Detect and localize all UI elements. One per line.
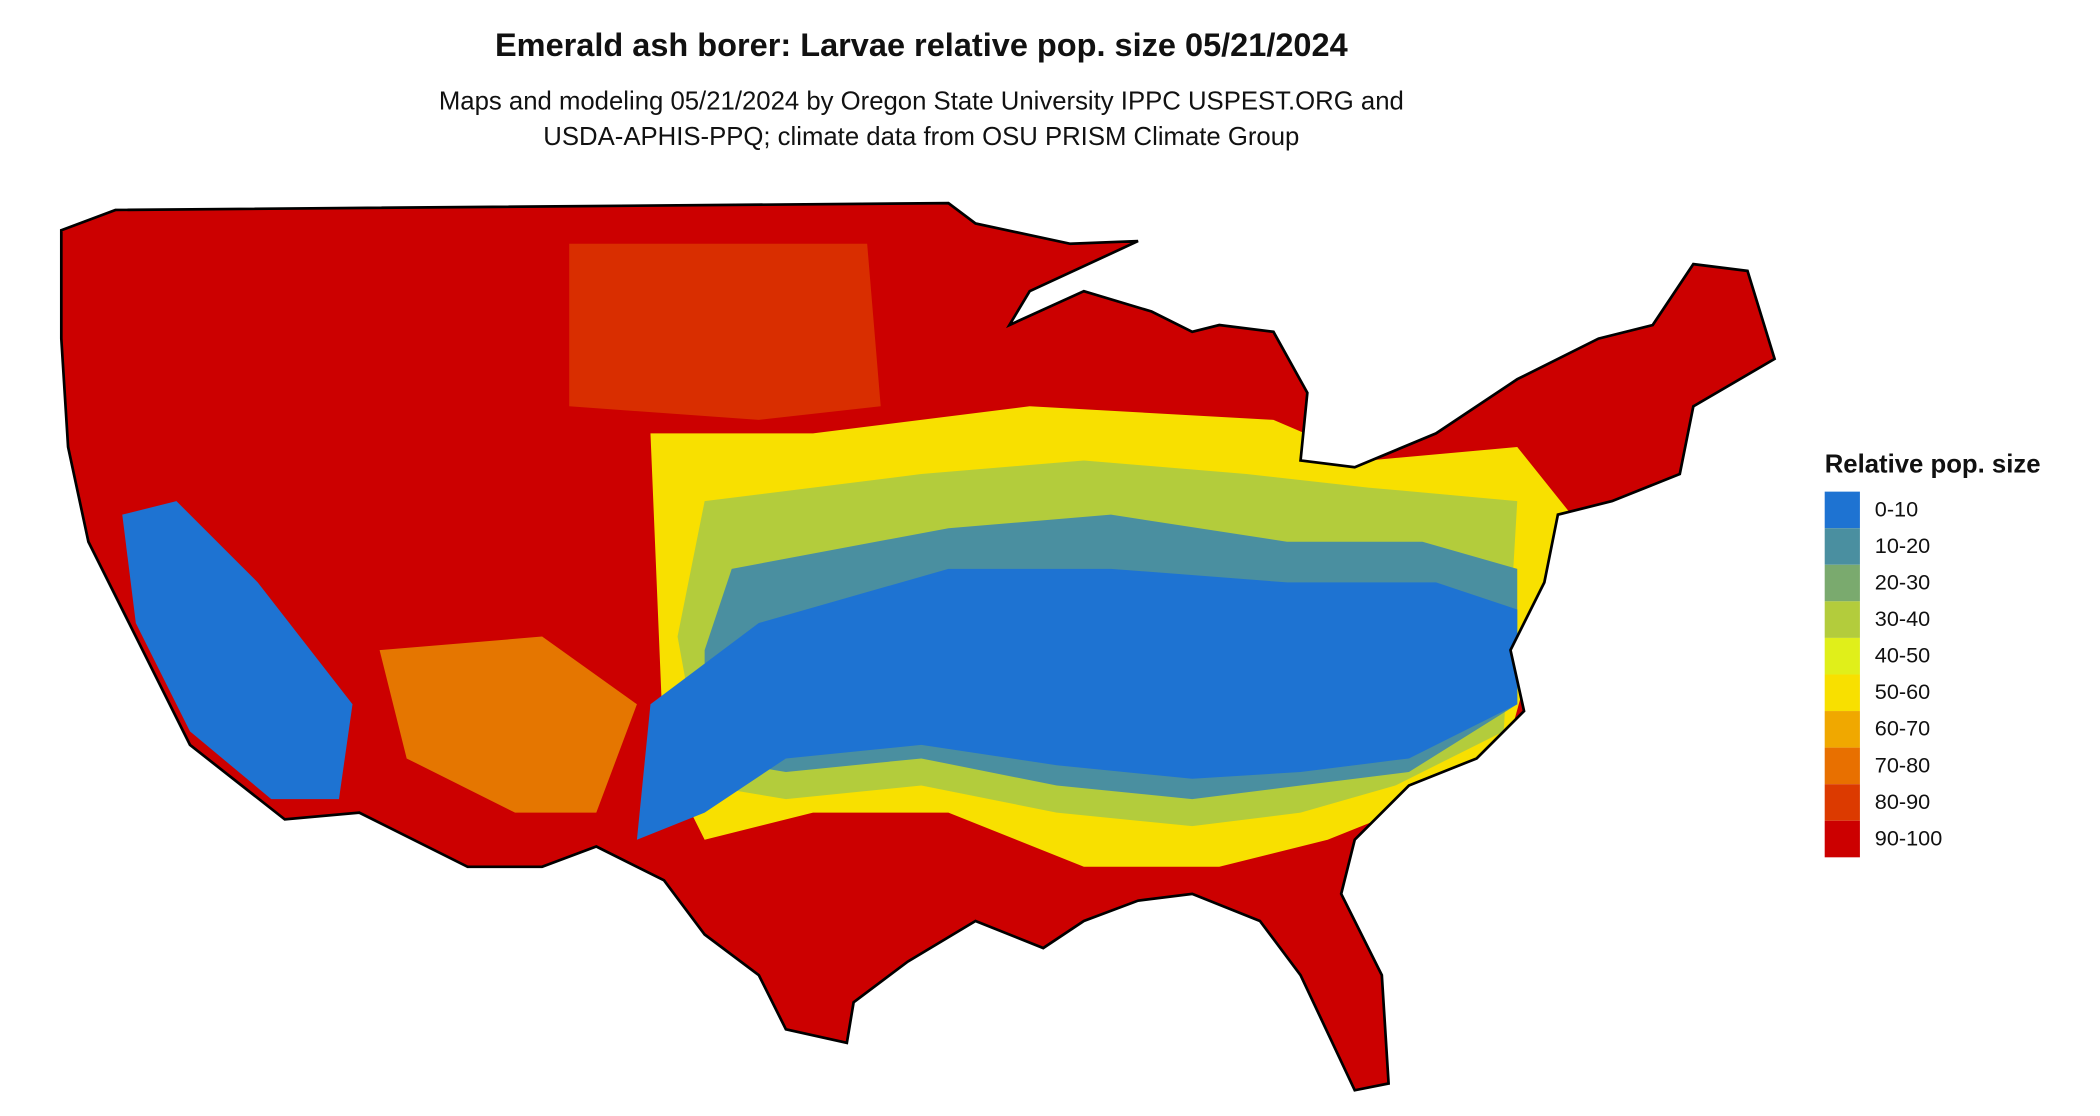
legend-swatch — [1824, 637, 1860, 675]
legend-label: 90-100 — [1875, 825, 1942, 850]
legend-label: 20-30 — [1875, 569, 1930, 594]
legend-swatch — [1824, 747, 1860, 785]
legend-swatch — [1824, 491, 1860, 529]
legend-label: 10-20 — [1875, 533, 1930, 558]
subtitle: USDA-APHIS-PPQ; climate data from OSU PR… — [543, 123, 1299, 151]
legend-swatch — [1824, 528, 1860, 565]
legend-swatch — [1824, 564, 1860, 602]
legend-title: Relative pop. size — [1825, 451, 2041, 479]
legend-swatch — [1824, 820, 1860, 858]
legend-label: 30-40 — [1875, 606, 1930, 631]
region-fill — [636, 568, 1518, 840]
legend-label: 0-10 — [1875, 496, 1918, 521]
region-fill — [379, 636, 637, 813]
legend-swatch — [1824, 784, 1860, 821]
region-fill — [569, 243, 881, 420]
legend-label: 70-80 — [1875, 752, 1930, 777]
legend-label: 50-60 — [1875, 679, 1930, 704]
legend-label: 80-90 — [1875, 789, 1930, 814]
title: Emerald ash borer: Larvae relative pop. … — [495, 27, 1348, 63]
legend-swatch — [1824, 674, 1860, 712]
legend-swatch — [1824, 711, 1860, 748]
legend-label: 60-70 — [1875, 716, 1930, 741]
legend: Relative pop. size 0-10 10-20 20-30 30-40 40… — [1824, 451, 2041, 858]
legend-label: 40-50 — [1875, 643, 1930, 668]
region-fill — [122, 501, 353, 800]
legend-swatch — [1824, 601, 1860, 638]
subtitle: Maps and modeling 05/21/2024 by Oregon S… — [439, 88, 1404, 116]
country-border — [59, 201, 1777, 1092]
